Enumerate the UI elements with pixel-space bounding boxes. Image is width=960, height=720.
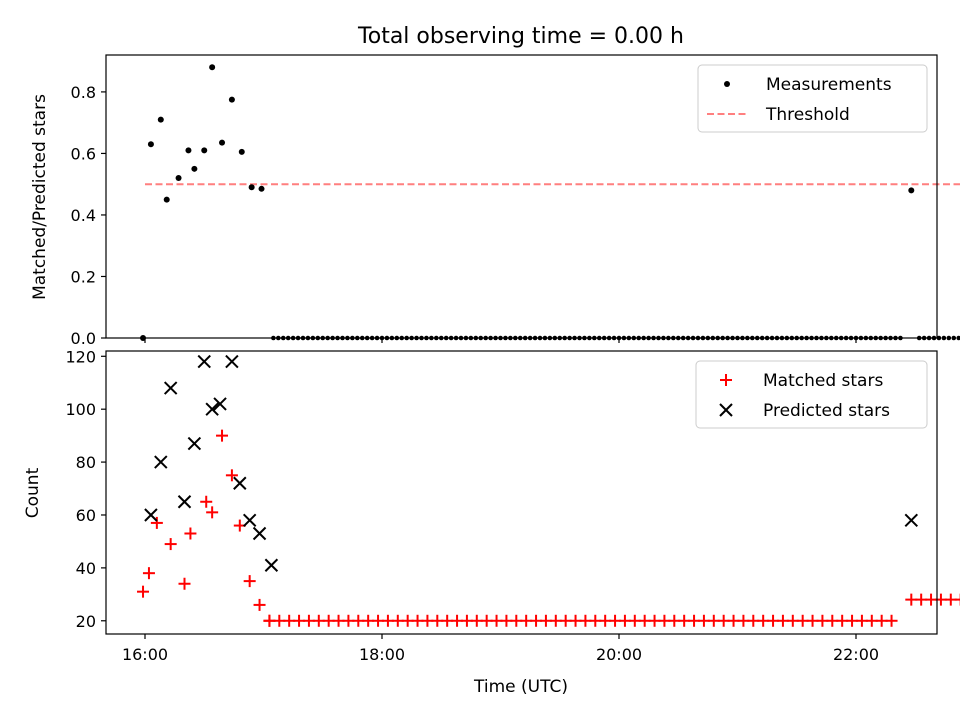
matched-stars-point (178, 577, 191, 590)
y-tick-label: 0.6 (71, 144, 96, 163)
top-legend-box (697, 64, 928, 133)
matched-stars-point (885, 614, 898, 627)
measurement-point (219, 139, 226, 146)
y-tick-label: 0.0 (71, 329, 96, 348)
legend-predicted-marker (719, 403, 733, 417)
matched-stars-point (184, 527, 197, 540)
matched-stars-point (225, 469, 238, 482)
matched-stars-point (137, 585, 150, 598)
bottom-plot-data (137, 354, 960, 627)
predicted-stars-point (213, 397, 227, 411)
measurement-point (248, 184, 255, 191)
bottom-y-axis-label: Count (23, 467, 43, 518)
predicted-stars-point (205, 402, 219, 416)
matched-stars-point (142, 567, 155, 580)
y-tick-label: 120 (65, 347, 96, 366)
measurement-point (185, 147, 192, 154)
measurement-point (163, 196, 170, 203)
x-tick-label: 22:00 (833, 645, 879, 664)
predicted-stars-point (187, 436, 202, 451)
x-axis-label: Time (UTC) (473, 677, 568, 697)
predicted-stars-point (163, 381, 178, 395)
predicted-stars-point (197, 354, 211, 369)
predicted-stars-point (177, 495, 192, 509)
x-tick-label: 18:00 (359, 645, 405, 664)
top-y-axis-label: Matched/Predicted stars (30, 94, 50, 300)
y-tick-label: 0.8 (71, 83, 96, 102)
y-tick-label: 40 (76, 559, 96, 578)
bottom-axis-ticks (101, 355, 857, 639)
legend-matched-label: Matched stars (763, 371, 883, 391)
measurement-point (238, 148, 245, 155)
measurement-point (209, 64, 216, 71)
bottom-axes-frame (105, 350, 938, 635)
matched-stars-point (200, 495, 213, 508)
matched-stars-point (150, 516, 163, 529)
measurement-point (936, 335, 942, 341)
predicted-stars-point (154, 455, 168, 469)
measurement-point (175, 175, 182, 182)
measurement-point (157, 116, 164, 123)
measurement-point (147, 141, 154, 148)
legend-measurements-label: Measurements (766, 75, 892, 95)
predicted-stars-point (904, 513, 919, 527)
predicted-stars-point (225, 354, 239, 369)
predicted-stars-point (264, 558, 279, 572)
matched-stars-point (243, 575, 256, 588)
bottom-legend: Matched stars Predicted stars (695, 360, 928, 429)
bottom-y-tick-labels: 20 40 60 80 100 120 (65, 347, 96, 630)
measurement-point (191, 165, 198, 172)
predicted-stars-point (144, 508, 158, 522)
predicted-stars-point (252, 526, 267, 541)
top-y-tick-labels: 0.0 0.2 0.4 0.6 0.8 (71, 83, 96, 348)
measurement-point (946, 335, 952, 341)
x-tick-label: 16:00 (122, 645, 168, 664)
predicted-stars-point (233, 476, 247, 490)
y-tick-label: 0.4 (71, 206, 96, 225)
measurement-point (258, 185, 265, 192)
matched-stars-point (954, 593, 960, 606)
y-tick-label: 20 (76, 612, 96, 631)
matched-stars-point (263, 614, 276, 627)
y-tick-label: 80 (76, 453, 96, 472)
legend-measurements-marker (724, 81, 730, 87)
y-tick-label: 0.2 (71, 267, 96, 286)
bottom-legend-box (695, 360, 928, 429)
measurement-point (228, 96, 235, 103)
x-tick-label: 20:00 (596, 645, 642, 664)
top-axes-frame (105, 54, 938, 339)
matched-stars-point (206, 506, 219, 519)
legend-matched-marker (720, 374, 732, 386)
measurement-point (956, 335, 960, 341)
matched-stars-point (164, 538, 177, 551)
legend-threshold-label: Threshold (765, 105, 850, 125)
y-tick-label: 60 (76, 506, 96, 525)
predicted-stars-point (242, 513, 257, 527)
measurement-point (951, 335, 957, 341)
figure-title: Total observing time = 0.00 h (357, 24, 684, 49)
top-legend: Measurements Threshold (697, 64, 928, 133)
measurement-point (941, 335, 947, 341)
measurement-point (201, 147, 208, 154)
y-tick-label: 100 (65, 400, 96, 419)
matched-stars-point (253, 598, 266, 611)
top-panel: 0.00.20.40.60.8 Matched/Predicted stars … (30, 54, 960, 348)
legend-predicted-label: Predicted stars (763, 401, 890, 421)
measurement-point (908, 187, 915, 194)
matched-stars-point (216, 429, 229, 442)
